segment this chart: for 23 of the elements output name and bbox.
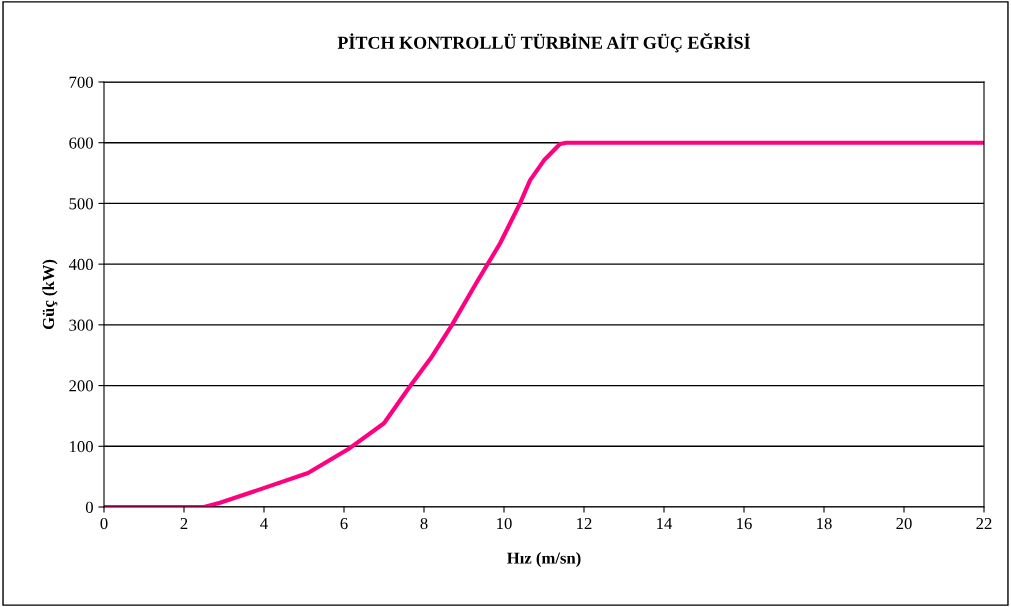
y-tick-label: 700 xyxy=(69,76,93,88)
x-tick-label: 14 xyxy=(657,517,673,529)
y-tick-label: 200 xyxy=(69,380,93,392)
x-tick-label: 0 xyxy=(100,517,108,530)
y-tick-label: 100 xyxy=(70,440,93,453)
x-tick-label: 10 xyxy=(497,517,512,530)
y-axis-title: Güç (kW) xyxy=(42,259,58,330)
y-tick-label: 0 xyxy=(85,501,93,513)
x-tick-label: 20 xyxy=(896,517,912,530)
y-tick-label: 500 xyxy=(69,198,93,210)
y-tick-label: 300 xyxy=(69,319,93,331)
y-tick-label: 400 xyxy=(68,258,93,271)
x-tick-label: 12 xyxy=(577,517,592,529)
y-tick-label: 600 xyxy=(69,137,93,149)
x-tick-label: 16 xyxy=(737,517,752,530)
x-tick-label: 22 xyxy=(976,517,992,529)
x-tick-label: 18 xyxy=(817,517,832,530)
x-tick-label: 4 xyxy=(260,518,268,529)
chart-title: PİTCH KONTROLLÜ TÜRBİNE AİT GÜÇ EĞRİSİ xyxy=(337,33,750,53)
x-tick-label: 6 xyxy=(340,517,348,530)
x-tick-label: 8 xyxy=(420,517,428,530)
x-axis-title: Hız (m/sn) xyxy=(507,551,581,568)
x-tick-label: 2 xyxy=(180,517,188,529)
